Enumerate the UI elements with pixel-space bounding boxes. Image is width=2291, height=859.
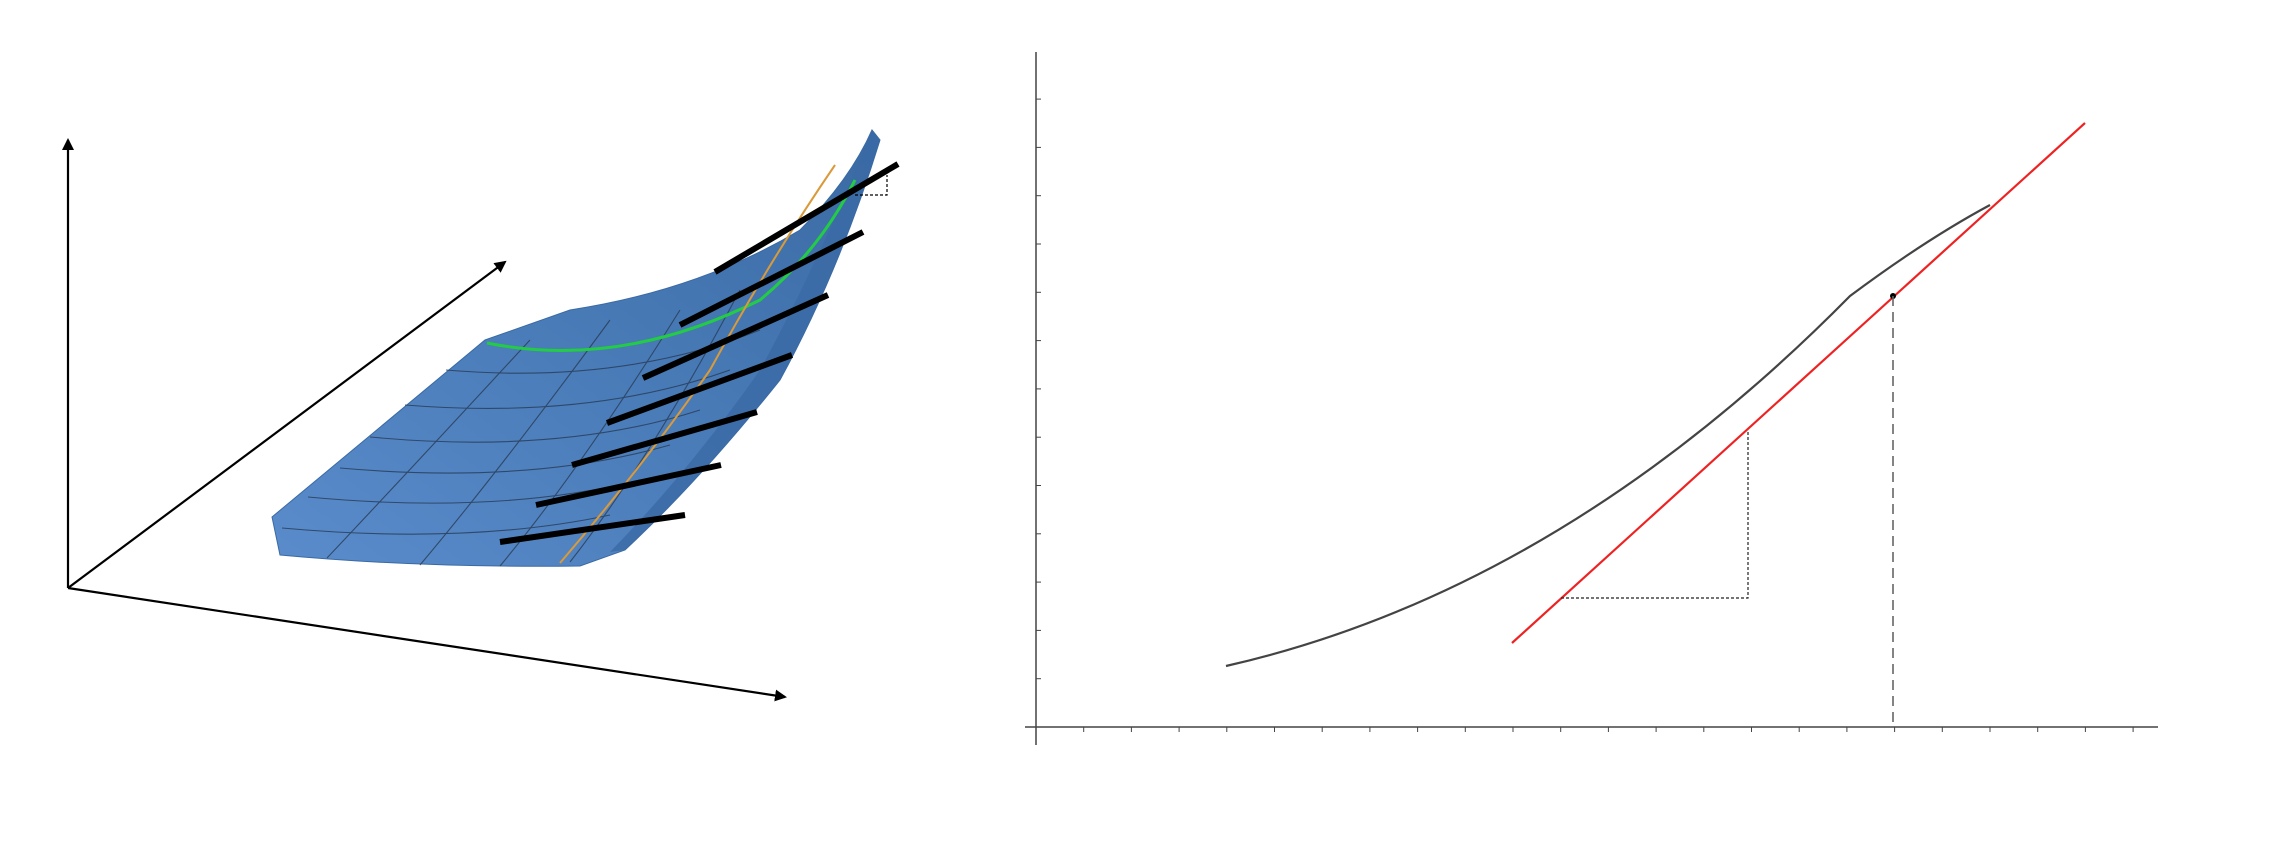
tangent-segment [678, 229, 865, 328]
y-axis [67, 260, 507, 589]
tangent-segment [641, 292, 830, 381]
green-curve [486, 179, 857, 352]
slope-triangle [1561, 430, 1749, 599]
tangent-segment [713, 161, 900, 275]
tangent-segment [499, 512, 686, 545]
tangent-plot-panel [1025, 52, 2158, 745]
surface-plot-panel [62, 129, 900, 702]
x-axis-ticks [1083, 727, 2134, 732]
y-axis-ticks [1036, 98, 1041, 680]
x-axis [67, 586, 787, 702]
tangent-segment [535, 462, 722, 508]
slope-triangle-3d [855, 175, 888, 196]
tangent-segment [605, 352, 794, 426]
tangent-line [1511, 122, 2086, 644]
function-curve [1225, 204, 1991, 668]
tangent-segment [571, 409, 758, 468]
tangent-segments [499, 161, 900, 545]
